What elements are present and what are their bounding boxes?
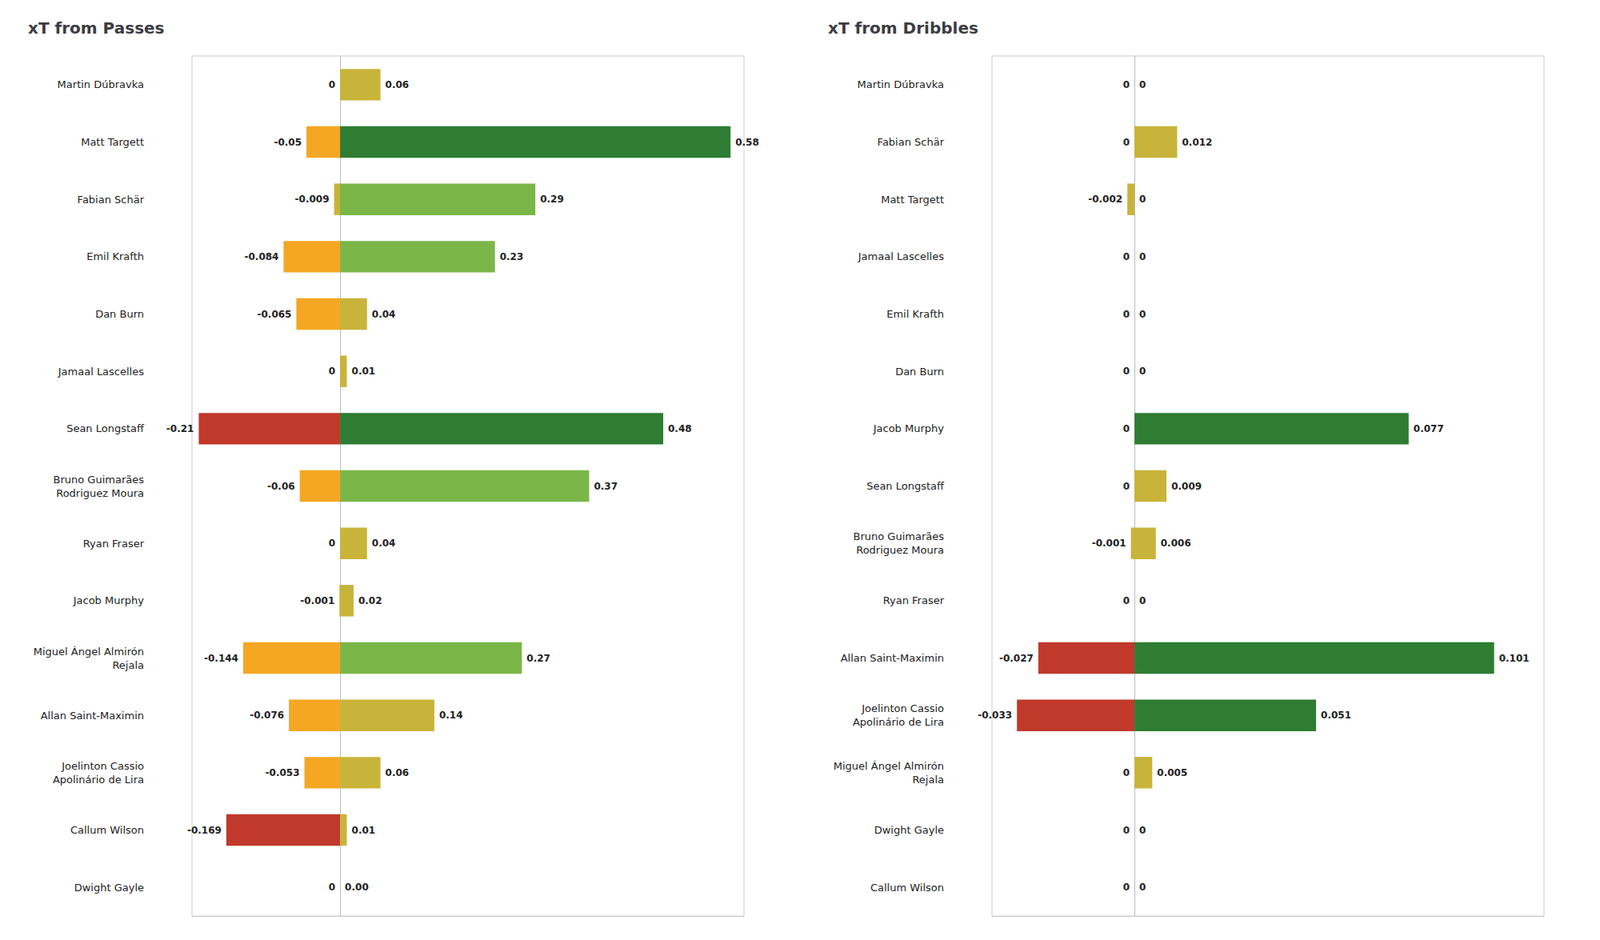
svg-text:0: 0 xyxy=(1123,480,1130,492)
svg-text:0.04: 0.04 xyxy=(372,308,396,320)
svg-text:-0.002: -0.002 xyxy=(1088,193,1123,205)
svg-text:0: 0 xyxy=(1139,308,1146,320)
svg-text:-0.05: -0.05 xyxy=(273,136,302,148)
svg-text:Apolinário de Lira: Apolinário de Lira xyxy=(852,716,944,728)
svg-text:-0.001: -0.001 xyxy=(300,595,335,607)
svg-text:Miguel Ángel Almirón: Miguel Ángel Almirón xyxy=(33,645,144,658)
svg-text:0: 0 xyxy=(328,881,336,893)
svg-text:Joelinton Cassio: Joelinton Cassio xyxy=(60,760,144,772)
svg-text:Rejala: Rejala xyxy=(912,773,944,786)
svg-text:Sean Longstaff: Sean Longstaff xyxy=(66,422,145,435)
svg-text:0: 0 xyxy=(1139,193,1146,205)
svg-text:Allan Saint-Maximin: Allan Saint-Maximin xyxy=(840,652,944,664)
svg-text:Dan Burn: Dan Burn xyxy=(95,308,144,320)
svg-text:0.23: 0.23 xyxy=(500,251,524,263)
svg-text:-0.144: -0.144 xyxy=(204,652,239,664)
svg-text:Jacob Murphy: Jacob Murphy xyxy=(872,422,945,435)
svg-text:Dan Burn: Dan Burn xyxy=(895,365,944,378)
svg-text:0.06: 0.06 xyxy=(385,79,410,91)
svg-text:0.04: 0.04 xyxy=(372,537,396,549)
svg-text:0: 0 xyxy=(1123,365,1130,377)
svg-text:0.00: 0.00 xyxy=(344,881,369,893)
svg-text:0: 0 xyxy=(1123,824,1130,836)
svg-text:0.005: 0.005 xyxy=(1156,767,1188,779)
svg-text:Martin Dúbravka: Martin Dúbravka xyxy=(857,78,944,91)
svg-text:0: 0 xyxy=(1123,136,1130,148)
svg-text:0.101: 0.101 xyxy=(1499,652,1530,664)
svg-text:Rodriguez Moura: Rodriguez Moura xyxy=(56,487,144,500)
svg-text:-0.076: -0.076 xyxy=(249,709,284,721)
svg-text:0: 0 xyxy=(1139,79,1146,91)
svg-text:Bruno Guimarães: Bruno Guimarães xyxy=(853,530,945,543)
svg-text:0: 0 xyxy=(1123,251,1130,263)
svg-text:0: 0 xyxy=(328,537,336,549)
svg-text:0: 0 xyxy=(1123,881,1130,893)
svg-text:0.01: 0.01 xyxy=(352,365,376,377)
svg-text:xT from Passes: xT from Passes xyxy=(28,18,165,38)
svg-text:-0.053: -0.053 xyxy=(265,767,300,779)
svg-text:0: 0 xyxy=(1123,308,1130,320)
svg-text:0.14: 0.14 xyxy=(439,709,464,721)
svg-text:0.29: 0.29 xyxy=(540,193,564,205)
svg-text:0.051: 0.051 xyxy=(1320,709,1352,721)
svg-text:Dwight Gayle: Dwight Gayle xyxy=(874,824,944,836)
svg-text:Bruno Guimarães: Bruno Guimarães xyxy=(53,473,145,486)
svg-text:-0.065: -0.065 xyxy=(256,308,292,320)
svg-text:-0.21: -0.21 xyxy=(166,423,195,435)
svg-text:Jamaal Lascelles: Jamaal Lascelles xyxy=(857,250,944,263)
svg-text:-0.169: -0.169 xyxy=(187,824,222,836)
svg-text:Miguel Ángel Almirón: Miguel Ángel Almirón xyxy=(833,760,944,772)
svg-text:Dwight Gayle: Dwight Gayle xyxy=(74,881,144,894)
svg-text:0: 0 xyxy=(1139,881,1146,893)
svg-text:Ryan Fraser: Ryan Fraser xyxy=(83,537,145,550)
svg-text:0.06: 0.06 xyxy=(385,767,410,779)
svg-text:0: 0 xyxy=(328,365,336,377)
svg-text:-0.033: -0.033 xyxy=(977,709,1012,721)
svg-text:Rejala: Rejala xyxy=(112,659,144,672)
svg-text:0.58: 0.58 xyxy=(735,136,760,148)
svg-text:Martin Dúbravka: Martin Dúbravka xyxy=(57,78,144,91)
svg-text:Jacob Murphy: Jacob Murphy xyxy=(72,594,145,607)
svg-text:0: 0 xyxy=(1139,251,1146,263)
svg-text:Jamaal Lascelles: Jamaal Lascelles xyxy=(57,365,144,378)
svg-text:Matt Targett: Matt Targett xyxy=(80,136,144,148)
svg-text:-0.009: -0.009 xyxy=(295,193,330,205)
svg-text:0: 0 xyxy=(1123,595,1130,607)
svg-text:xT from Dribbles: xT from Dribbles xyxy=(828,18,979,38)
svg-text:Emil Krafth: Emil Krafth xyxy=(886,308,944,320)
svg-text:0.02: 0.02 xyxy=(358,595,383,607)
svg-text:0.48: 0.48 xyxy=(668,423,692,435)
svg-text:Callum Wilson: Callum Wilson xyxy=(70,824,144,836)
svg-text:Matt Targett: Matt Targett xyxy=(880,193,944,206)
svg-text:0: 0 xyxy=(1139,365,1146,377)
svg-text:0: 0 xyxy=(1123,79,1130,91)
svg-text:0.006: 0.006 xyxy=(1160,537,1192,549)
svg-text:0.37: 0.37 xyxy=(593,480,618,492)
svg-text:0: 0 xyxy=(1123,423,1130,435)
svg-text:0.077: 0.077 xyxy=(1413,423,1444,435)
svg-text:Callum Wilson: Callum Wilson xyxy=(870,881,944,894)
svg-text:Fabian Schär: Fabian Schär xyxy=(877,136,945,148)
svg-text:0.009: 0.009 xyxy=(1171,480,1202,492)
svg-text:-0.06: -0.06 xyxy=(267,480,296,492)
svg-text:-0.027: -0.027 xyxy=(999,652,1034,664)
svg-text:-0.001: -0.001 xyxy=(1092,537,1127,549)
svg-text:0.012: 0.012 xyxy=(1181,136,1212,148)
svg-text:Rodriguez Moura: Rodriguez Moura xyxy=(856,544,944,556)
svg-text:Joelinton Cassio: Joelinton Cassio xyxy=(860,702,944,715)
svg-text:0: 0 xyxy=(1123,767,1130,779)
svg-text:0.27: 0.27 xyxy=(526,652,551,664)
svg-text:Ryan Fraser: Ryan Fraser xyxy=(883,594,945,607)
svg-text:-0.084: -0.084 xyxy=(244,251,280,263)
svg-text:Allan Saint-Maximin: Allan Saint-Maximin xyxy=(40,709,144,722)
svg-text:0.01: 0.01 xyxy=(352,824,376,836)
svg-text:0: 0 xyxy=(1139,595,1146,607)
svg-text:Fabian Schär: Fabian Schär xyxy=(77,193,145,206)
svg-text:0: 0 xyxy=(328,79,336,91)
svg-text:0: 0 xyxy=(1139,824,1146,836)
svg-text:Apolinário de Lira: Apolinário de Lira xyxy=(52,773,144,786)
svg-text:Emil Krafth: Emil Krafth xyxy=(86,250,144,263)
svg-text:Sean Longstaff: Sean Longstaff xyxy=(866,480,945,492)
